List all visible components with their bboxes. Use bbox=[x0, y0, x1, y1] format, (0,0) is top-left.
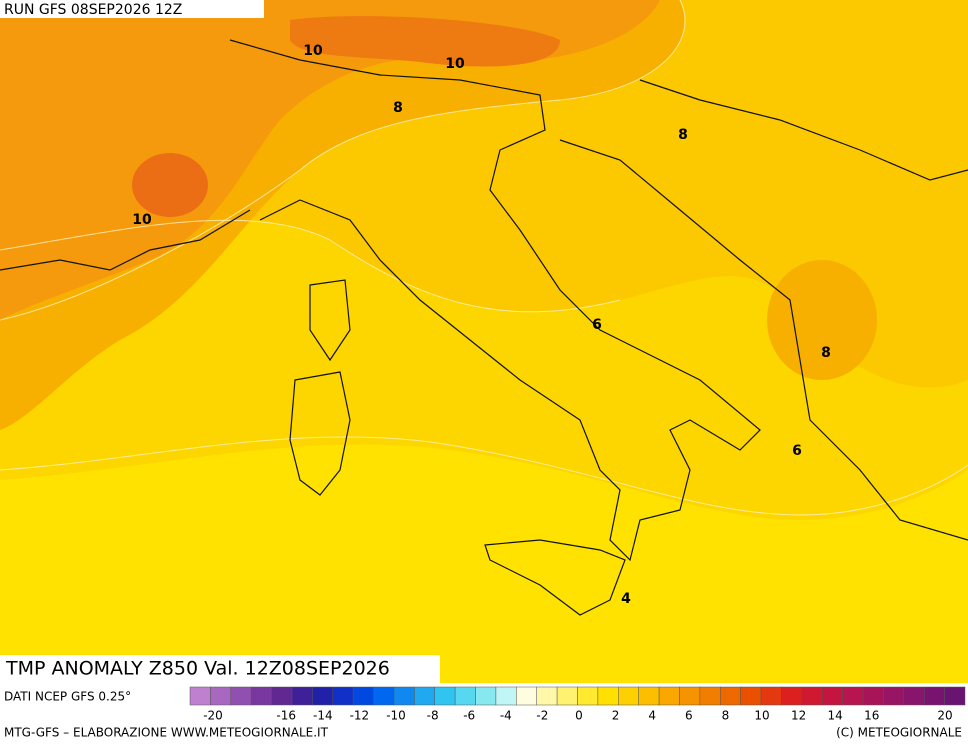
colorbar-label: -2 bbox=[536, 709, 548, 723]
colorbar-cell bbox=[271, 686, 293, 706]
colorbar-label: 14 bbox=[828, 709, 843, 723]
coastlines bbox=[0, 39, 968, 616]
contour-label: 10 bbox=[445, 56, 465, 72]
contour-label: 4 bbox=[621, 591, 631, 607]
colorbar-label: 0 bbox=[575, 709, 583, 723]
colorbar-label: 10 bbox=[754, 709, 769, 723]
colorbar-cell bbox=[475, 686, 497, 706]
colorbar-cell bbox=[699, 686, 721, 706]
colorbar-label: -16 bbox=[276, 709, 296, 723]
contour-label: 8 bbox=[821, 345, 831, 361]
colorbar-cell bbox=[230, 686, 252, 706]
colorbar-cell bbox=[658, 686, 680, 706]
colorbar-cell bbox=[516, 686, 537, 706]
colorbar-label: -20 bbox=[203, 709, 223, 723]
colorbar: -20 -16 -14 -12 -10 -8 -6 -4 -2 0 2 4 6 8 10 12 14 16 20 bbox=[189, 686, 966, 723]
colorbar-cell bbox=[373, 686, 395, 706]
colorbar-cell bbox=[352, 686, 374, 706]
contour-label: 6 bbox=[792, 443, 802, 459]
colorbar-label: 16 bbox=[864, 709, 879, 723]
colorbar-label: -4 bbox=[500, 709, 512, 723]
colorbar-cell bbox=[862, 686, 884, 706]
colorbar-cell bbox=[720, 686, 741, 706]
colorbar-label: 4 bbox=[648, 709, 656, 723]
colorbar-cell bbox=[250, 686, 272, 706]
colorbar-cell bbox=[821, 686, 843, 706]
colorbar-cell bbox=[312, 686, 334, 706]
colorbar-label: 6 bbox=[685, 709, 693, 723]
colorbar-cell bbox=[332, 686, 354, 706]
colorbar-cell bbox=[638, 686, 660, 706]
colorbar-cell bbox=[434, 686, 456, 706]
map-field bbox=[0, 0, 968, 683]
colorbar-cell bbox=[414, 686, 435, 706]
contour-labels: 10 10 8 10 8 6 8 6 4 bbox=[132, 43, 831, 607]
colorbar-cell bbox=[883, 686, 905, 706]
title-box bbox=[0, 655, 440, 683]
colorbar-cell bbox=[495, 686, 517, 706]
source-label: DATI NCEP GFS 0.25° bbox=[4, 690, 131, 704]
colorbar-cell bbox=[760, 686, 782, 706]
colorbar-cell bbox=[454, 686, 476, 706]
colorbar-label: 20 bbox=[937, 709, 952, 723]
contour-label: 10 bbox=[132, 212, 152, 228]
colorbar-cell bbox=[842, 686, 864, 706]
colorbar-label: -14 bbox=[313, 709, 333, 723]
contour-label: 6 bbox=[592, 317, 602, 333]
colorbar-cell bbox=[740, 686, 762, 706]
colorbar-label: 2 bbox=[612, 709, 620, 723]
colorbar-cell bbox=[597, 686, 619, 706]
colorbar-cell bbox=[291, 686, 313, 706]
colorbar-cell bbox=[781, 686, 803, 706]
colorbar-cell bbox=[189, 686, 211, 706]
colorbar-cell bbox=[210, 686, 232, 706]
colorbar-label: 12 bbox=[791, 709, 806, 723]
header-box bbox=[0, 0, 264, 18]
colorbar-cell bbox=[923, 686, 945, 706]
colorbar-cell bbox=[801, 686, 823, 706]
colorbar-cell bbox=[618, 686, 639, 706]
colorbar-cell bbox=[556, 686, 578, 706]
colorbar-cell bbox=[536, 686, 558, 706]
footer-right: (C) METEOGIORNALE bbox=[836, 726, 962, 740]
colorbar-label: 8 bbox=[722, 709, 730, 723]
colorbar-cell bbox=[577, 686, 599, 706]
colorbar-cell bbox=[393, 686, 415, 706]
colorbar-label: -6 bbox=[463, 709, 475, 723]
contour-label: 8 bbox=[678, 127, 688, 143]
colorbar-cell bbox=[944, 686, 966, 706]
map-title: TMP ANOMALY Z850 Val. 12Z08SEP2026 bbox=[5, 658, 390, 680]
contour-label: 8 bbox=[393, 100, 403, 116]
colorbar-cell bbox=[903, 686, 925, 706]
colorbar-label: -10 bbox=[386, 709, 406, 723]
colorbar-cell bbox=[679, 686, 701, 706]
colorbar-label: -8 bbox=[427, 709, 439, 723]
colorbar-label: -12 bbox=[350, 709, 370, 723]
footer-left: MTG-GFS – ELABORAZIONE WWW.METEOGIORNALE… bbox=[4, 726, 329, 740]
run-label: RUN GFS 08SEP2026 12Z bbox=[4, 2, 182, 18]
contour-label: 10 bbox=[303, 43, 323, 59]
